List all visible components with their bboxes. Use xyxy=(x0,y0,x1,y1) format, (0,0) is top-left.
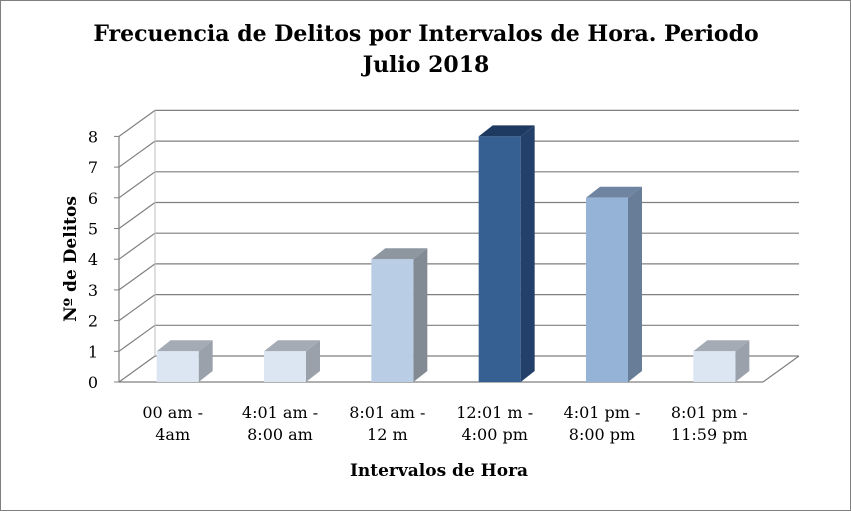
y-tick-label: 7 xyxy=(88,158,98,177)
bar-top xyxy=(264,340,320,352)
gridlines xyxy=(118,109,800,383)
bar xyxy=(693,340,750,382)
bar xyxy=(156,340,213,382)
gridline-side xyxy=(118,202,156,229)
gridline-side xyxy=(118,324,156,352)
x-category-label: 8:01 am -12 m xyxy=(349,403,425,444)
bar-top xyxy=(586,186,642,198)
bar-side xyxy=(413,248,428,382)
y-tick-label: 2 xyxy=(88,312,98,331)
bar xyxy=(478,125,535,383)
chart-title-line-2: Julio 2018 xyxy=(361,52,490,78)
y-tick-label: 5 xyxy=(88,220,98,239)
bar-side xyxy=(198,340,213,382)
bar-front xyxy=(586,197,628,382)
floor-right-edge xyxy=(762,355,800,383)
bar-top xyxy=(693,340,750,352)
y-axis-ticks: 0 1 2 3 4 5 6 7 8 xyxy=(88,127,119,392)
bar xyxy=(264,340,320,382)
x-axis-title: Intervalos de Hora xyxy=(350,461,528,481)
bar-side xyxy=(306,340,320,382)
chart-title-line-1: Frecuencia de Delitos por Intervalos de … xyxy=(93,21,758,47)
bar-side xyxy=(735,340,750,382)
bar-front xyxy=(156,351,199,382)
bar-top xyxy=(478,125,535,137)
bar-top xyxy=(371,248,428,260)
bar-front xyxy=(371,259,414,382)
x-category-label: 4:01 am -8:00 am xyxy=(242,403,318,444)
x-category-label: 4:01 pm -8:00 pm xyxy=(564,403,641,444)
y-tick-label: 1 xyxy=(88,342,98,361)
gridline-side xyxy=(118,140,156,168)
gridline-side xyxy=(118,263,156,291)
bar-front xyxy=(478,136,521,382)
gridline-side xyxy=(118,294,156,322)
y-tick-label: 8 xyxy=(88,127,98,146)
bar-side xyxy=(628,186,642,382)
gridline-side xyxy=(118,232,156,260)
y-tick-label: 6 xyxy=(88,189,98,208)
chart-title: Frecuencia de Delitos por Intervalos de … xyxy=(93,21,758,78)
y-tick-label: 4 xyxy=(88,250,98,269)
bar-side xyxy=(520,125,535,383)
gridline-side xyxy=(118,171,156,199)
bar-top xyxy=(156,340,213,352)
bars xyxy=(156,125,750,383)
gridline-side xyxy=(118,355,156,383)
y-axis-title: Nº de Delitos xyxy=(61,196,81,322)
bar xyxy=(586,186,642,382)
gridline-side xyxy=(118,109,156,137)
x-category-label: 12:01 m -4:00 pm xyxy=(456,403,533,444)
x-category-label: 8:01 pm -11:59 pm xyxy=(671,403,748,444)
bar xyxy=(371,248,428,382)
bar-front xyxy=(264,351,306,382)
y-tick-label: 3 xyxy=(88,281,98,300)
x-category-label: 00 am -4am xyxy=(142,403,203,444)
y-tick-label: 0 xyxy=(88,373,98,392)
bar-front xyxy=(693,351,736,382)
x-axis-categories: 00 am -4am 4:01 am -8:00 am 8:01 am -12 m 1… xyxy=(142,403,747,444)
